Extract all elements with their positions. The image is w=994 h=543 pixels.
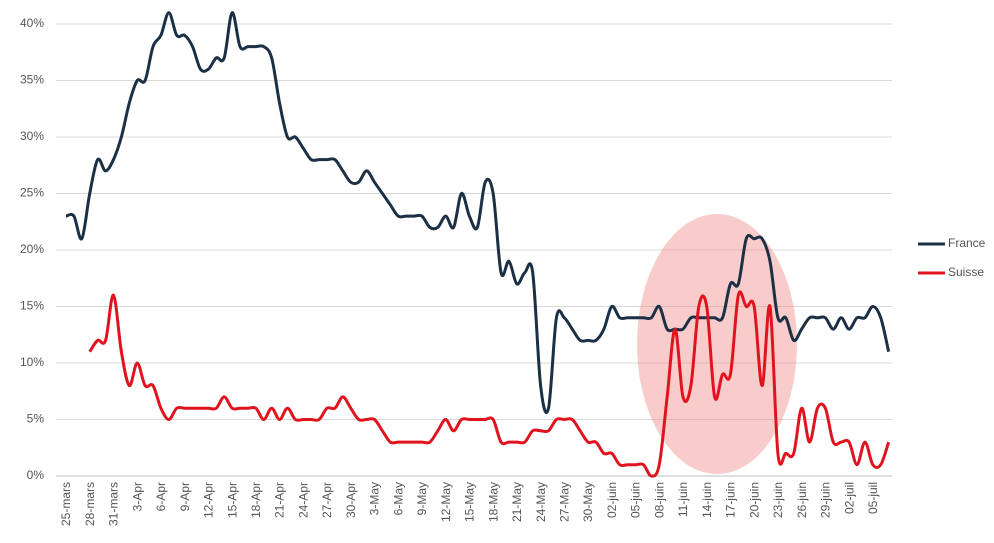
x-tick-label: 23-juin: [771, 482, 785, 518]
y-tick-label: 40%: [20, 16, 44, 30]
grid: [56, 23, 892, 477]
x-tick-label: 12-Apr: [202, 482, 216, 518]
y-tick-label: 10%: [20, 355, 44, 369]
x-tick-label: 9-Apr: [178, 482, 192, 511]
y-tick-label: 5%: [27, 412, 45, 426]
x-tick-label: 6-Apr: [154, 482, 168, 511]
x-tick-label: 15-May: [463, 482, 477, 522]
x-tick-label: 26-juin: [795, 482, 809, 518]
x-tick-label: 08-juin: [652, 482, 666, 518]
x-tick-label: 3-Apr: [130, 482, 144, 511]
x-tick-label: 02-juil: [842, 482, 856, 514]
x-tick-label: 24-May: [534, 482, 548, 522]
x-tick-label: 28-mars: [83, 482, 97, 526]
x-tick-label: 27-Apr: [320, 482, 334, 518]
x-tick-label: 9-May: [415, 482, 429, 515]
x-tick-label: 30-Apr: [344, 482, 358, 518]
x-tick-label: 05-juil: [866, 482, 880, 514]
y-tick-label: 35%: [20, 73, 44, 87]
x-tick-label: 20-juin: [747, 482, 761, 518]
x-tick-label: 18-May: [486, 482, 500, 522]
x-tick-label: 05-juin: [629, 482, 643, 518]
x-tick-label: 17-juin: [724, 482, 738, 518]
x-tick-label: 25-mars: [59, 482, 73, 526]
x-tick-label: 21-Apr: [273, 482, 287, 518]
x-tick-label: 29-juin: [819, 482, 833, 518]
x-tick-label: 18-Apr: [249, 482, 263, 518]
x-tick-label: 24-Apr: [296, 482, 310, 518]
legend-label: Suisse: [948, 265, 984, 279]
y-tick-label: 15%: [20, 299, 44, 313]
y-tick-label: 25%: [20, 186, 44, 200]
legend-label: France: [948, 236, 986, 250]
highlight-ellipse: [637, 214, 797, 474]
x-tick-label: 12-May: [439, 482, 453, 522]
y-tick-label: 30%: [20, 129, 44, 143]
x-tick-label: 11-juin: [676, 482, 690, 517]
series-line: [88, 290, 891, 478]
series-line: [65, 11, 891, 415]
x-tick-label: 27-May: [558, 482, 572, 522]
x-tick-label: 14-juin: [700, 482, 714, 518]
x-tick-label: 31-mars: [107, 482, 121, 526]
x-tick-label: 3-May: [368, 482, 382, 515]
x-tick-label: 02-juin: [605, 482, 619, 518]
x-tick-label: 6-May: [391, 482, 405, 515]
x-tick-label: 30-May: [581, 482, 595, 522]
y-tick-label: 0%: [27, 468, 45, 482]
y-tick-label: 20%: [20, 242, 44, 256]
x-tick-label: 21-May: [510, 482, 524, 522]
x-tick-label: 15-Apr: [225, 482, 239, 518]
